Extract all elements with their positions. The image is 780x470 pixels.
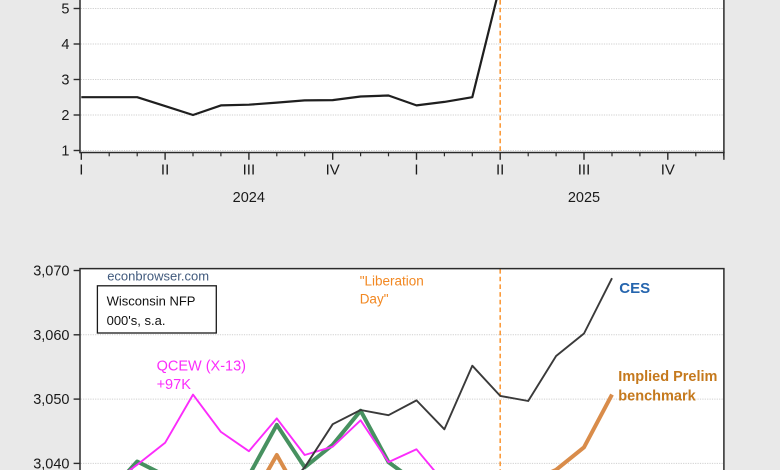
svg-text:3: 3 <box>61 73 69 89</box>
svg-text:Wisconsin NFP: Wisconsin NFP <box>107 293 196 308</box>
svg-text:CES: CES <box>619 280 650 297</box>
svg-text:4: 4 <box>61 37 69 53</box>
svg-text:Implied Prelim: Implied Prelim <box>618 369 717 385</box>
svg-text:I: I <box>414 162 418 179</box>
svg-text:000's, s.a.: 000's, s.a. <box>107 313 166 328</box>
svg-text:Day": Day" <box>360 291 389 306</box>
svg-text:III: III <box>578 162 591 179</box>
svg-text:QCEW (X-13): QCEW (X-13) <box>157 359 246 375</box>
svg-text:2024: 2024 <box>233 190 265 206</box>
svg-text:IV: IV <box>661 162 675 179</box>
svg-text:1: 1 <box>61 144 69 160</box>
svg-text:2025: 2025 <box>568 190 600 206</box>
svg-text:3,070: 3,070 <box>33 264 69 280</box>
svg-text:+97K: +97K <box>157 377 192 393</box>
svg-text:3,050: 3,050 <box>33 392 69 408</box>
svg-text:"Liberation: "Liberation <box>360 273 424 288</box>
svg-text:I: I <box>79 162 83 179</box>
svg-text:2: 2 <box>61 108 69 124</box>
svg-text:benchmark: benchmark <box>618 388 696 404</box>
svg-text:3,040: 3,040 <box>33 456 69 470</box>
svg-text:II: II <box>161 162 169 179</box>
svg-text:3,060: 3,060 <box>33 328 69 344</box>
svg-text:II: II <box>496 162 504 179</box>
svg-text:5: 5 <box>61 2 69 18</box>
svg-text:III: III <box>243 162 256 179</box>
svg-text:econbrowser.com: econbrowser.com <box>107 268 209 283</box>
svg-text:IV: IV <box>326 162 340 179</box>
